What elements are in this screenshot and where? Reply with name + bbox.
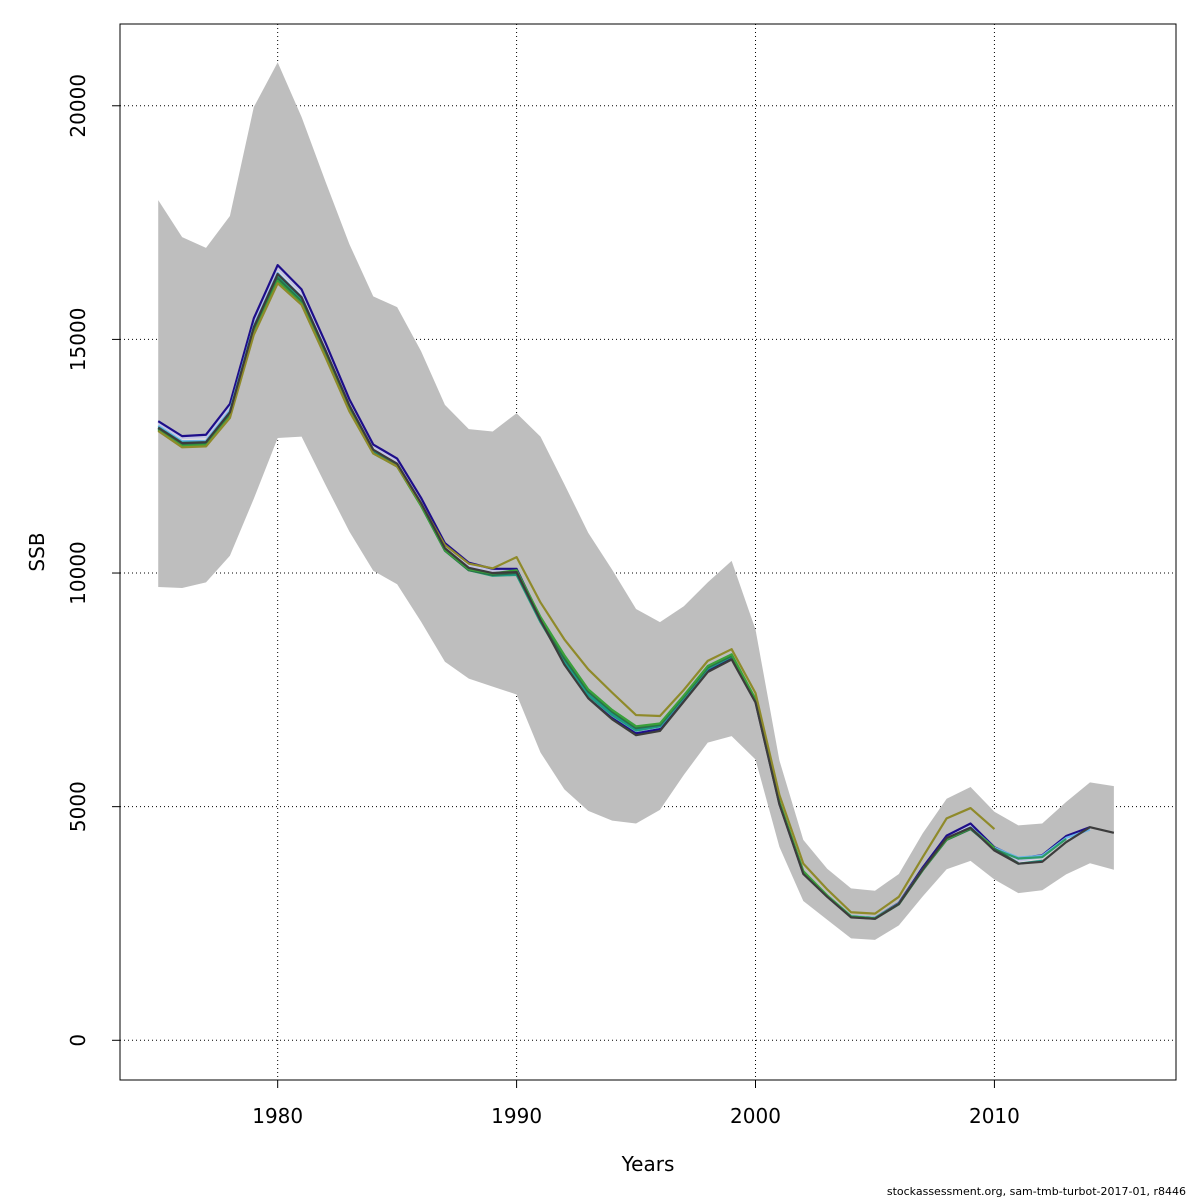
x-tick-label: 2000 bbox=[730, 1104, 781, 1128]
y-tick-label: 5000 bbox=[66, 781, 90, 832]
x-tick-label: 1990 bbox=[491, 1104, 542, 1128]
y-tick-label: 10000 bbox=[66, 541, 90, 605]
y-tick-label: 15000 bbox=[66, 308, 90, 372]
footer-credit: stockassessment.org, sam-tmb-turbot-2017… bbox=[886, 1185, 1186, 1198]
x-tick-label: 2010 bbox=[969, 1104, 1020, 1128]
plot-frame bbox=[119, 23, 1177, 1081]
series-line bbox=[157, 272, 1115, 920]
confidence-band-layer bbox=[158, 62, 1114, 940]
series-line bbox=[157, 282, 996, 915]
series-line bbox=[157, 264, 1091, 919]
x-tick-label: 1980 bbox=[252, 1104, 303, 1128]
confidence-band bbox=[158, 62, 1114, 940]
axis-layer: 1980 1990 2000 2010 0 5000 10000 15000 20000 bbox=[66, 74, 1020, 1128]
y-tick-label: 0 bbox=[66, 1034, 90, 1047]
series-layer bbox=[157, 264, 1115, 920]
y-tick-label: 20000 bbox=[66, 74, 90, 138]
y-axis-label: SSB bbox=[25, 532, 49, 571]
x-axis-label: Years bbox=[621, 1152, 675, 1176]
